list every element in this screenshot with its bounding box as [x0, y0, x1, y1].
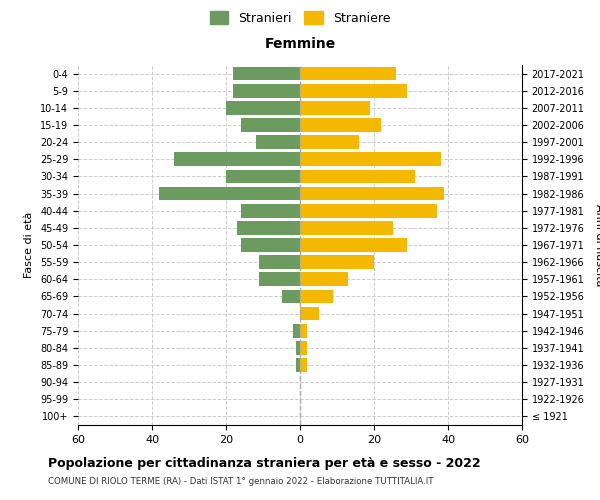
Bar — [300, 186, 444, 200]
Bar — [256, 136, 300, 149]
Bar — [241, 204, 300, 218]
Bar — [281, 290, 300, 304]
Bar — [300, 170, 415, 183]
Bar — [300, 118, 382, 132]
Bar — [300, 358, 307, 372]
Bar — [300, 290, 334, 304]
Text: Popolazione per cittadinanza straniera per età e sesso - 2022: Popolazione per cittadinanza straniera p… — [48, 458, 481, 470]
Bar — [300, 136, 359, 149]
Bar — [300, 84, 407, 98]
Text: COMUNE DI RIOLO TERME (RA) - Dati ISTAT 1° gennaio 2022 - Elaborazione TUTTITALI: COMUNE DI RIOLO TERME (RA) - Dati ISTAT … — [48, 478, 433, 486]
Bar — [226, 101, 300, 114]
Bar — [300, 101, 370, 114]
Bar — [300, 256, 374, 269]
Bar — [300, 341, 307, 354]
Bar — [259, 256, 300, 269]
Bar — [300, 204, 437, 218]
Bar — [226, 170, 300, 183]
Bar — [160, 186, 300, 200]
Bar — [293, 324, 300, 338]
Bar — [174, 152, 300, 166]
Bar — [300, 221, 392, 234]
Bar — [296, 341, 300, 354]
Bar — [300, 306, 319, 320]
Y-axis label: Anni di nascita: Anni di nascita — [594, 204, 600, 286]
Y-axis label: Fasce di età: Fasce di età — [25, 212, 34, 278]
Bar — [241, 238, 300, 252]
Bar — [296, 358, 300, 372]
Bar — [300, 324, 307, 338]
Bar — [300, 272, 348, 286]
Bar — [300, 66, 396, 80]
Bar — [241, 118, 300, 132]
Bar — [233, 84, 300, 98]
Bar — [259, 272, 300, 286]
Text: Femmine: Femmine — [265, 36, 335, 51]
Bar — [300, 238, 407, 252]
Bar — [237, 221, 300, 234]
Bar — [233, 66, 300, 80]
Legend: Stranieri, Straniere: Stranieri, Straniere — [205, 6, 395, 30]
Bar — [300, 152, 440, 166]
